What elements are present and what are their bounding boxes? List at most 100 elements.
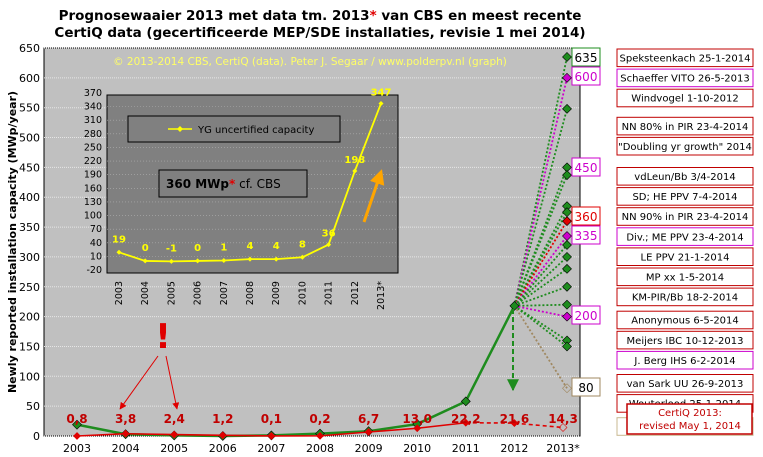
y-axis-label: Newly reported installation capacity (MW… (6, 91, 19, 393)
main-x-tick-label: 2011 (452, 442, 480, 455)
series-marker-red (73, 432, 81, 440)
forecast-line (513, 108, 568, 307)
forecast-label-box (616, 310, 754, 330)
main-y-tick-label: 400 (19, 191, 40, 204)
inset-series-marker (195, 258, 201, 264)
chart-title-line1: Prognosewaaier 2013 met data tm. 2013* v… (59, 8, 582, 24)
forecast-marker (562, 263, 572, 274)
forecast-marker (562, 299, 572, 310)
inset-y-ticks: -20 10 40 70 100 130 160 190 220 250 280 310 340 370 (84, 88, 102, 276)
series-marker-red (461, 418, 470, 427)
forecast-value-box (571, 206, 601, 226)
certiq-note-box (626, 403, 753, 435)
main-y-tick-label: 150 (19, 340, 40, 353)
inset-data-label: 347 (371, 87, 392, 98)
data-label: 1,2 (212, 412, 233, 426)
forecast-label-boxes: Speksteenkach 25-1-2014 Schaeffer VITO 26… (616, 48, 754, 436)
inset-y-tick-label: 370 (84, 88, 102, 99)
main-y-tick-label: 250 (19, 281, 40, 294)
inset-y-tick-label: 130 (84, 197, 102, 208)
forecast-line (514, 303, 568, 307)
data-label: 6,7 (358, 412, 379, 426)
inset-data-label: 19 (112, 234, 126, 245)
forecast-value-box (571, 225, 601, 245)
forecast-value: 335 (575, 229, 598, 243)
forecast-line (513, 268, 568, 307)
forecast-marker (562, 281, 572, 292)
forecast-value: 635 (575, 51, 598, 65)
forecast-label-box (616, 68, 754, 88)
inset-series-marker (221, 257, 227, 263)
forecast-label: NN 80% in PIR 23-4-2014 (622, 122, 749, 133)
data-label: 0,2 (309, 412, 330, 426)
forecast-label: Schaeffer VITO 26-5-2013 (620, 74, 750, 85)
inset-series-marker (352, 168, 358, 174)
inset-x-tick-label: 2011 (324, 281, 335, 305)
inset-data-label: 0 (142, 243, 149, 254)
data-label: 3,8 (115, 412, 136, 426)
forecast-marker (562, 103, 572, 114)
inset-data-labels: 19 0 -1 0 1 4 4 8 36 198 347 (112, 87, 391, 254)
forecast-line (513, 56, 568, 307)
forecast-line (513, 305, 568, 342)
forecast-value-box (571, 66, 601, 86)
forecast-label: vdLeun/Bb 3/4-2014 (634, 172, 735, 183)
forecast-label-box (616, 267, 754, 287)
inset-y-tick-label: 310 (84, 115, 102, 126)
exclamation-arrow-right (165, 355, 180, 410)
forecast-marker (562, 240, 572, 250)
data-label: 2,4 (164, 412, 185, 426)
data-labels: 0,8 3,8 2,4 1,2 0,1 0,2 6,7 13,0 22,2 21,6 14,3 (66, 412, 577, 426)
forecast-value: 80 (578, 381, 593, 395)
inset-y-tick-label: 160 (84, 183, 102, 194)
inset-data-label: 4 (247, 241, 254, 252)
forecast-line (513, 205, 568, 307)
forecast-label-box (616, 350, 754, 370)
main-x-tick-label: 2006 (209, 442, 237, 455)
series-marker-red (170, 430, 179, 439)
forecast-label: Div.; ME PPV 23-4-2014 (626, 232, 743, 243)
forecast-label: Anonymous 6-5-2014 (631, 316, 739, 327)
forecast-label-box (616, 207, 754, 226)
forecast-marker (562, 341, 572, 352)
main-x-tick-label: 2005 (160, 442, 188, 455)
inset-legend-marker (177, 126, 183, 132)
inset-x-tick-label: 2006 (193, 281, 204, 305)
forecast-label-box (616, 48, 754, 68)
forecast-value: 200 (575, 309, 598, 323)
forecast-value-box (571, 305, 601, 325)
inset-y-tick-label: 10 (90, 251, 102, 262)
forecast-value: 600 (575, 70, 598, 84)
inset-y-tick-label: 40 (90, 238, 102, 249)
forecast-marker (562, 311, 572, 322)
forecast-marker (562, 72, 572, 83)
main-y-tick-label: 550 (19, 102, 40, 115)
inset-x-tick-label: 2009 (271, 281, 282, 305)
forecast-value: 360 (575, 210, 598, 224)
forecast-line (513, 244, 568, 307)
inset-y-tick-label: 280 (84, 129, 102, 140)
inset-series-marker (116, 249, 122, 255)
forecast-line (514, 304, 568, 318)
forecast-marker (562, 52, 572, 62)
forecast-marker (562, 383, 572, 394)
inset-x-ticks: 2003 2004 2005 2006 2007 2008 2009 2010 2011 2012… (114, 281, 387, 310)
main-y-tick-label: 450 (19, 161, 40, 174)
inset-x-tick-label: 2012 (350, 281, 361, 305)
series-marker-red (218, 431, 227, 440)
forecast-label: NN 90% in PIR 23-4-2014 (622, 212, 749, 223)
certiq-note-line2: revised May 1, 2014 (639, 421, 741, 432)
inset-series-marker (378, 100, 384, 106)
forecast-label: Speksteenkach 25-1-2014 (620, 54, 751, 65)
series-line-red-dashed (465, 421, 564, 429)
exclamation-mark: ! (155, 317, 171, 357)
forecast-label-box (616, 136, 754, 156)
inset-x-tick-label: 2007 (219, 281, 230, 305)
inset-y-tick-label: 70 (90, 224, 102, 235)
series-marker-red (267, 432, 276, 440)
inset-data-label: 36 (322, 229, 336, 240)
series-marker-green (460, 396, 471, 407)
main-x-tick-label: 2013* (546, 442, 580, 455)
forecast-label-box (616, 187, 754, 206)
inset-y-tick-label: 220 (84, 156, 102, 167)
